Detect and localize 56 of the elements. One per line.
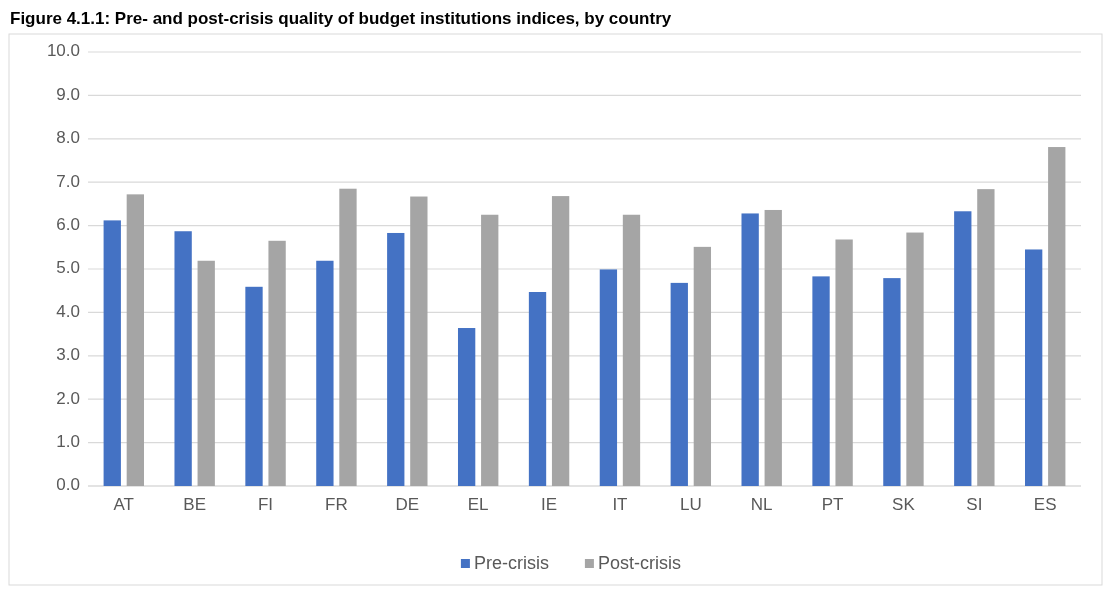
- bar: [339, 188, 357, 486]
- legend-label: Post-crisis: [597, 552, 681, 573]
- y-tick-label: 4.0: [56, 301, 80, 321]
- bar: [126, 194, 144, 486]
- x-tick-label: IE: [541, 495, 558, 514]
- x-tick-label: BE: [183, 495, 207, 514]
- bar: [245, 286, 263, 486]
- bar: [906, 232, 924, 486]
- bar: [528, 292, 547, 486]
- y-tick-label: 5.0: [56, 258, 80, 278]
- bar: [481, 214, 499, 486]
- bar: [1025, 249, 1043, 486]
- bar: [835, 239, 853, 486]
- bar: [410, 196, 428, 486]
- chart-title: Figure 4.1.1: Pre- and post-crisis quality of budget institutions indices, by country: [10, 9, 672, 28]
- y-tick-label: 7.0: [56, 171, 80, 191]
- bar: [622, 214, 641, 486]
- x-tick-label: PT: [821, 495, 844, 514]
- bar: [741, 213, 759, 486]
- bar: [1048, 147, 1066, 486]
- bar: [387, 232, 405, 486]
- bar: [268, 240, 286, 486]
- bar: [812, 276, 830, 486]
- bar: [457, 328, 476, 486]
- x-tick-label: FI: [257, 495, 274, 514]
- y-tick-label: 1.0: [56, 432, 80, 452]
- x-tick-label: DE: [395, 495, 420, 514]
- x-tick-label: NL: [750, 495, 773, 514]
- y-tick-label: 2.0: [56, 388, 80, 408]
- x-tick-label: FR: [325, 495, 348, 514]
- y-tick-label: 10.0: [46, 41, 80, 61]
- x-tick-label: SK: [892, 495, 916, 514]
- bar: [883, 278, 901, 486]
- bar: [764, 209, 782, 486]
- bar: [693, 246, 712, 486]
- bar: [316, 260, 334, 486]
- y-tick-label: 9.0: [56, 84, 80, 104]
- x-tick-label: SI: [966, 495, 983, 514]
- bar: [103, 220, 121, 486]
- y-tick-label: 6.0: [56, 215, 80, 235]
- y-tick-label: 3.0: [56, 345, 80, 365]
- bar: [197, 260, 215, 486]
- bar: [977, 189, 995, 486]
- x-tick-label: LU: [679, 495, 702, 514]
- y-tick-label: 0.0: [56, 475, 80, 495]
- legend-label: Pre-crisis: [473, 552, 549, 573]
- bar: [174, 231, 192, 486]
- bar: [599, 269, 618, 486]
- x-tick-label: AT: [113, 495, 135, 514]
- x-tick-label: ES: [1033, 495, 1057, 514]
- x-tick-label: EL: [467, 495, 489, 514]
- y-tick-label: 8.0: [56, 128, 80, 148]
- bar: [670, 282, 688, 486]
- x-tick-label: IT: [612, 495, 628, 514]
- bar: [551, 196, 570, 486]
- bar: [954, 211, 972, 486]
